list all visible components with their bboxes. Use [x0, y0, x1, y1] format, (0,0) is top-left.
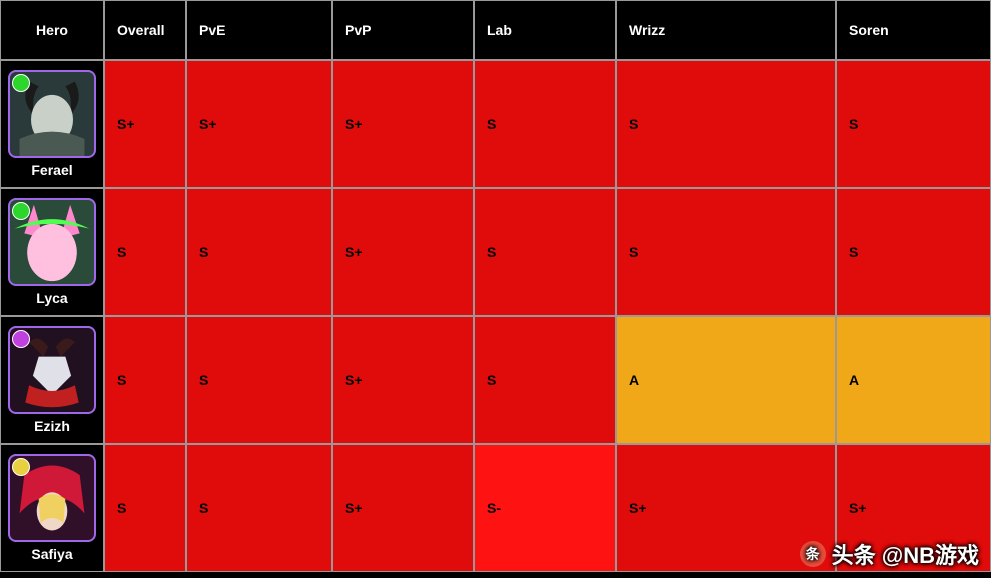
- hero-cell: Safiya: [0, 444, 104, 572]
- watermark-icon: 条: [800, 541, 826, 567]
- hero-faction-badge: [12, 74, 30, 92]
- col-header-label: Soren: [849, 22, 889, 38]
- tier-cell-pvp: S+: [332, 188, 474, 316]
- tier-value: S+: [345, 500, 363, 516]
- tier-value: S: [199, 372, 208, 388]
- tier-cell-overall: S: [104, 188, 186, 316]
- col-header-lab: Lab: [474, 0, 616, 60]
- hero-avatar: [8, 454, 96, 542]
- tier-value: S: [487, 372, 496, 388]
- tier-list-table: Hero Overall PvE PvP Lab Wrizz Soren Fer…: [0, 0, 991, 572]
- tier-value: S: [199, 244, 208, 260]
- tier-value: S+: [345, 372, 363, 388]
- hero-cell: Lyca: [0, 188, 104, 316]
- table-row: Ferael S+ S+ S+ S S S: [0, 60, 991, 188]
- tier-cell-soren: S: [836, 188, 991, 316]
- hero-faction-badge: [12, 202, 30, 220]
- hero-name-label: Lyca: [36, 290, 67, 306]
- col-header-overall: Overall: [104, 0, 186, 60]
- tier-cell-pve: S+: [186, 60, 332, 188]
- hero-faction-badge: [12, 458, 30, 476]
- watermark: 条 头条 @NB游戏: [800, 538, 979, 570]
- tier-value: S: [849, 244, 858, 260]
- tier-cell-overall: S: [104, 316, 186, 444]
- tier-value: S+: [345, 244, 363, 260]
- hero-cell: Ferael: [0, 60, 104, 188]
- col-header-label: Lab: [487, 22, 512, 38]
- table-row: Lyca S S S+ S S S: [0, 188, 991, 316]
- tier-cell-pve: S: [186, 188, 332, 316]
- tier-cell-soren: S: [836, 60, 991, 188]
- watermark-text: 头条 @NB游戏: [832, 538, 979, 570]
- tier-value: S: [487, 116, 496, 132]
- table-body: Ferael S+ S+ S+ S S S Lyca S S S+ S S S Ezizh S S S+ S A A Sa…: [0, 60, 991, 572]
- tier-value: S+: [629, 500, 647, 516]
- tier-value: S: [849, 116, 858, 132]
- tier-cell-overall: S: [104, 444, 186, 572]
- tier-cell-pvp: S+: [332, 60, 474, 188]
- tier-cell-lab: S-: [474, 444, 616, 572]
- col-header-pve: PvE: [186, 0, 332, 60]
- tier-cell-pve: S: [186, 444, 332, 572]
- table-header-row: Hero Overall PvE PvP Lab Wrizz Soren: [0, 0, 991, 60]
- tier-value: S: [629, 116, 638, 132]
- tier-value: S: [117, 244, 126, 260]
- tier-value: S-: [487, 500, 501, 516]
- tier-cell-lab: S: [474, 188, 616, 316]
- tier-value: S+: [345, 116, 363, 132]
- tier-cell-lab: S: [474, 316, 616, 444]
- hero-faction-badge: [12, 330, 30, 348]
- col-header-pvp: PvP: [332, 0, 474, 60]
- hero-name-label: Ferael: [31, 162, 72, 178]
- tier-cell-lab: S: [474, 60, 616, 188]
- tier-value: S: [117, 372, 126, 388]
- tier-value: S: [199, 500, 208, 516]
- hero-avatar: [8, 326, 96, 414]
- col-header-hero: Hero: [0, 0, 104, 60]
- tier-cell-pve: S: [186, 316, 332, 444]
- tier-value: S: [487, 244, 496, 260]
- tier-value: A: [629, 372, 639, 388]
- hero-name-label: Safiya: [31, 546, 72, 562]
- tier-cell-wrizz: S: [616, 60, 836, 188]
- hero-avatar: [8, 198, 96, 286]
- tier-value: S+: [849, 500, 867, 516]
- tier-value: S: [629, 244, 638, 260]
- hero-avatar: [8, 70, 96, 158]
- tier-value: S+: [199, 116, 217, 132]
- col-header-label: Wrizz: [629, 22, 665, 38]
- tier-value: S: [117, 500, 126, 516]
- hero-cell: Ezizh: [0, 316, 104, 444]
- col-header-soren: Soren: [836, 0, 991, 60]
- tier-cell-overall: S+: [104, 60, 186, 188]
- col-header-label: Hero: [36, 22, 68, 38]
- hero-name-label: Ezizh: [34, 418, 70, 434]
- col-header-label: Overall: [117, 22, 164, 38]
- col-header-wrizz: Wrizz: [616, 0, 836, 60]
- tier-cell-pvp: S+: [332, 444, 474, 572]
- tier-cell-pvp: S+: [332, 316, 474, 444]
- col-header-label: PvE: [199, 22, 225, 38]
- tier-value: A: [849, 372, 859, 388]
- tier-cell-wrizz: S: [616, 188, 836, 316]
- tier-cell-wrizz: A: [616, 316, 836, 444]
- col-header-label: PvP: [345, 22, 371, 38]
- tier-value: S+: [117, 116, 135, 132]
- table-row: Ezizh S S S+ S A A: [0, 316, 991, 444]
- tier-cell-soren: A: [836, 316, 991, 444]
